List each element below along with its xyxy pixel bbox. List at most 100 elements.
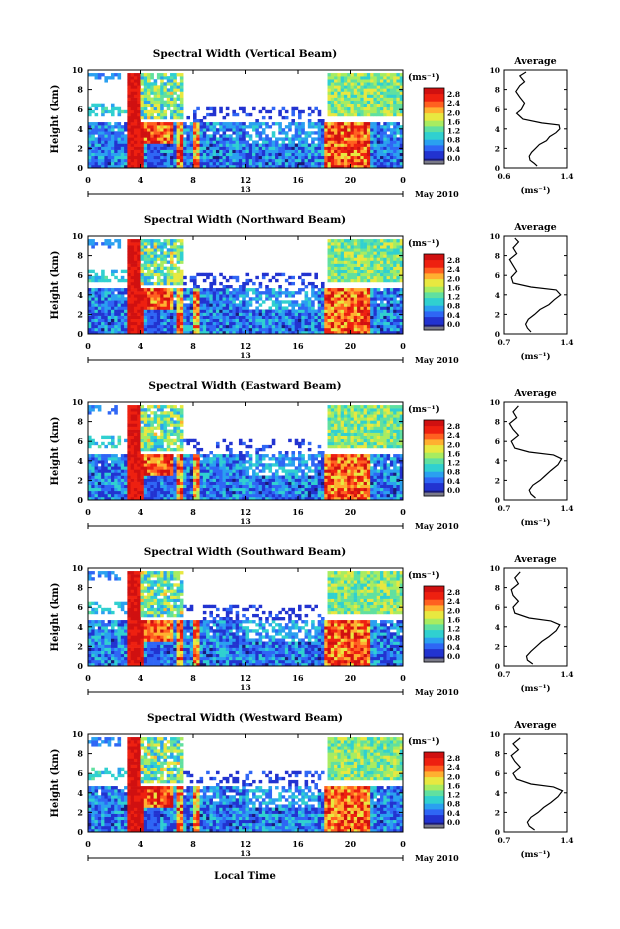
heatmap-cell — [393, 318, 397, 323]
heatmap-cell — [314, 285, 318, 289]
heatmap-cell — [238, 327, 243, 332]
heatmap-cell — [124, 140, 128, 144]
heatmap-cell — [166, 306, 171, 310]
heatmap-cell — [366, 161, 371, 166]
heatmap-cell — [242, 297, 246, 301]
heatmap-cell — [91, 490, 95, 495]
heatmap-cell — [255, 146, 259, 150]
heatmap-cell — [101, 478, 105, 482]
heatmap-cell — [242, 318, 246, 323]
heatmap-cell — [343, 327, 348, 332]
heatmap-cell — [357, 97, 361, 101]
heatmap-cell — [350, 300, 355, 304]
heatmap-cell — [117, 460, 122, 464]
heatmap-cell — [170, 417, 174, 421]
heatmap-cell — [170, 429, 174, 433]
heatmap-cell — [163, 82, 168, 86]
heatmap-cell — [173, 496, 177, 501]
heatmap-cell — [363, 324, 368, 329]
heatmap-cell — [334, 297, 338, 301]
heatmap-cell — [324, 164, 328, 169]
heatmap-cell — [393, 266, 397, 270]
colorbar-tick-label: 1.2 — [447, 127, 460, 136]
heatmap-cell — [298, 158, 302, 163]
heatmap-cell — [209, 140, 213, 144]
heatmap-cell — [140, 321, 145, 326]
heatmap-cell — [130, 278, 135, 283]
heatmap-cell — [340, 245, 345, 249]
heatmap-cell — [343, 251, 348, 255]
heatmap-cell — [225, 164, 230, 169]
heatmap-cell — [245, 131, 250, 135]
heatmap-cell — [222, 303, 227, 307]
heatmap-cell — [353, 269, 358, 274]
heatmap-cell — [176, 496, 181, 501]
heatmap-cell — [140, 109, 145, 114]
heatmap-cell — [324, 327, 328, 332]
heatmap-cell — [219, 324, 223, 329]
heatmap-cell — [350, 294, 355, 298]
heatmap-cell — [215, 309, 220, 313]
heatmap-cell — [304, 143, 309, 147]
heatmap-cell — [173, 493, 177, 498]
heatmap-cell — [97, 454, 102, 458]
heatmap-cell — [389, 251, 394, 255]
heatmap-cell — [278, 321, 282, 326]
heatmap-cell — [170, 137, 174, 141]
heatmap-cell — [206, 112, 210, 117]
heatmap-cell — [396, 315, 401, 319]
heatmap-cell — [360, 76, 364, 80]
heatmap-cell — [360, 146, 364, 150]
heatmap-cell — [324, 315, 328, 319]
heatmap-cell — [291, 119, 296, 123]
heatmap-cell — [173, 472, 177, 476]
heatmap-cell — [386, 278, 391, 283]
heatmap-cell — [91, 408, 95, 412]
heatmap-cell — [196, 140, 200, 144]
heatmap-cell — [97, 294, 102, 298]
heatmap-cell — [215, 131, 220, 135]
heatmap-cell — [252, 122, 256, 126]
heatmap-cell — [284, 309, 289, 313]
heatmap-cell — [156, 254, 161, 258]
heatmap-cell — [320, 140, 325, 144]
heatmap-cell — [176, 466, 181, 470]
heatmap-cell — [140, 257, 145, 261]
heatmap-cell — [366, 260, 371, 264]
heatmap-cell — [360, 297, 364, 301]
heatmap-cell — [107, 411, 112, 415]
heatmap-cell — [88, 291, 92, 295]
heatmap-cell — [396, 272, 401, 277]
heatmap-cell — [166, 266, 171, 270]
heatmap-cell — [357, 291, 361, 295]
heatmap-cell — [156, 420, 161, 424]
heatmap-cell — [160, 94, 164, 98]
heatmap-cell — [389, 155, 394, 160]
heatmap-cell — [199, 324, 204, 329]
heatmap-cell — [334, 97, 338, 101]
heatmap-cell — [127, 73, 131, 77]
heatmap-cell — [170, 327, 174, 332]
colorbar-tick-label: 0.8 — [447, 302, 460, 311]
heatmap-cell — [307, 158, 312, 163]
heatmap-cell — [298, 291, 302, 295]
heatmap-cell — [265, 146, 269, 150]
heatmap-cell — [170, 112, 174, 117]
heatmap-cell — [340, 122, 345, 126]
heatmap-cell — [133, 82, 138, 86]
heatmap-cell — [245, 315, 250, 319]
heatmap-cell — [143, 73, 148, 77]
heatmap-cell — [360, 158, 364, 163]
heatmap-cell — [343, 146, 348, 150]
heatmap-cell — [258, 143, 263, 147]
heatmap-cell — [334, 137, 338, 141]
heatmap-cell — [114, 327, 118, 332]
heatmap-cell — [347, 245, 351, 249]
heatmap-cell — [360, 269, 364, 274]
heatmap-cell — [337, 303, 341, 307]
heatmap-cell — [170, 281, 174, 286]
heatmap-cell — [127, 300, 131, 304]
heatmap-cell — [327, 152, 332, 157]
heatmap-cell — [160, 318, 164, 323]
heatmap-cell — [294, 324, 299, 329]
